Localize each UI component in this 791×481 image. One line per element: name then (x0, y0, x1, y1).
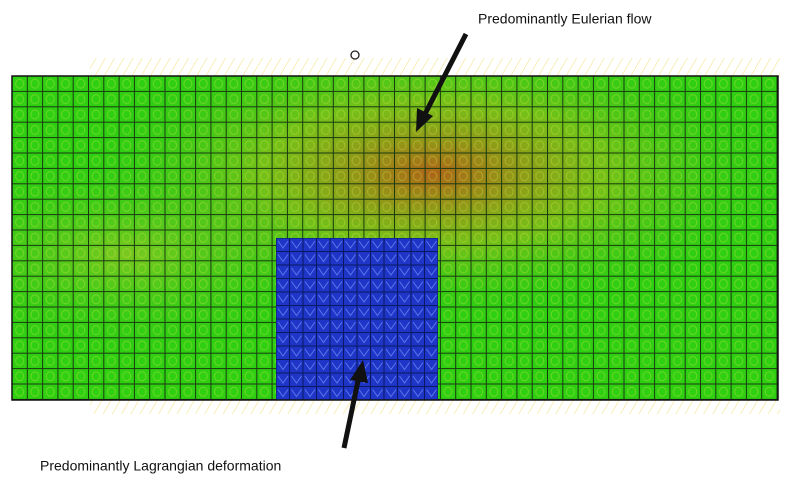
annotation: Predominantly Eulerian flow (478, 11, 652, 27)
figure: Predominantly Eulerian flow Predominantl… (0, 0, 791, 481)
hatching (90, 400, 780, 414)
marker (351, 51, 359, 59)
annotation: Predominantly Lagrangian deformation (40, 458, 281, 474)
simulation (12, 51, 780, 414)
hatching (90, 58, 780, 78)
